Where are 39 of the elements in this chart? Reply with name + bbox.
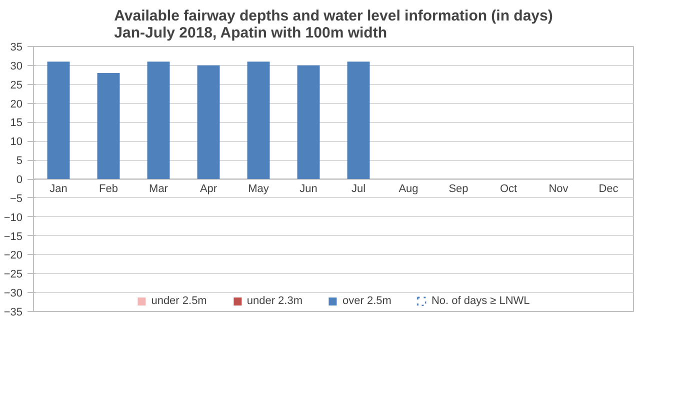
y-tick-label: −5 bbox=[10, 192, 23, 205]
y-tick-label: 35 bbox=[10, 42, 23, 54]
bar bbox=[147, 62, 170, 179]
legend-label: No. of days ≥ LNWL bbox=[431, 295, 530, 307]
y-tick-label: −35 bbox=[4, 306, 23, 318]
bar bbox=[197, 65, 220, 179]
bar bbox=[297, 65, 320, 179]
x-tick-label: Jan bbox=[50, 183, 68, 195]
legend-label: over 2.5m bbox=[342, 295, 392, 307]
x-tick-label: Feb bbox=[99, 183, 118, 195]
x-tick-label: Mar bbox=[149, 183, 168, 195]
x-tick-label: Jul bbox=[351, 183, 366, 195]
x-tick-label: May bbox=[248, 183, 270, 195]
x-tick-label: Nov bbox=[548, 183, 569, 195]
x-tick-label: Dec bbox=[598, 183, 619, 195]
x-tick-label: Apr bbox=[200, 183, 218, 195]
y-tick-label: 25 bbox=[10, 79, 23, 92]
y-tick-label: 0 bbox=[16, 174, 23, 186]
x-tick-label: Oct bbox=[500, 183, 518, 195]
y-tick-label: 5 bbox=[16, 155, 23, 168]
x-tick-label: Aug bbox=[398, 183, 418, 195]
x-tick-label: Jun bbox=[300, 183, 318, 195]
y-tick-label: −15 bbox=[4, 230, 23, 243]
legend-label: under 2.3m bbox=[246, 295, 303, 307]
bar bbox=[347, 62, 370, 179]
bar bbox=[247, 62, 270, 179]
y-tick-label: 30 bbox=[10, 60, 23, 72]
chart-title: Available fairway depths and water level information (in days) Jan-July 2018, Apatin with 100m width bbox=[114, 8, 553, 42]
y-tick-label: −10 bbox=[4, 212, 23, 224]
y-tick-label: −30 bbox=[4, 288, 23, 300]
y-tick-label: −25 bbox=[4, 268, 23, 281]
y-tick-label: 15 bbox=[10, 117, 23, 130]
bar bbox=[97, 73, 120, 179]
x-tick-label: Sep bbox=[448, 183, 468, 195]
y-tick-label: 20 bbox=[10, 98, 23, 110]
legend-label: under 2.5m bbox=[151, 295, 207, 307]
bar bbox=[47, 62, 70, 179]
y-tick-label: −20 bbox=[4, 250, 23, 262]
y-tick-label: 10 bbox=[10, 136, 23, 148]
